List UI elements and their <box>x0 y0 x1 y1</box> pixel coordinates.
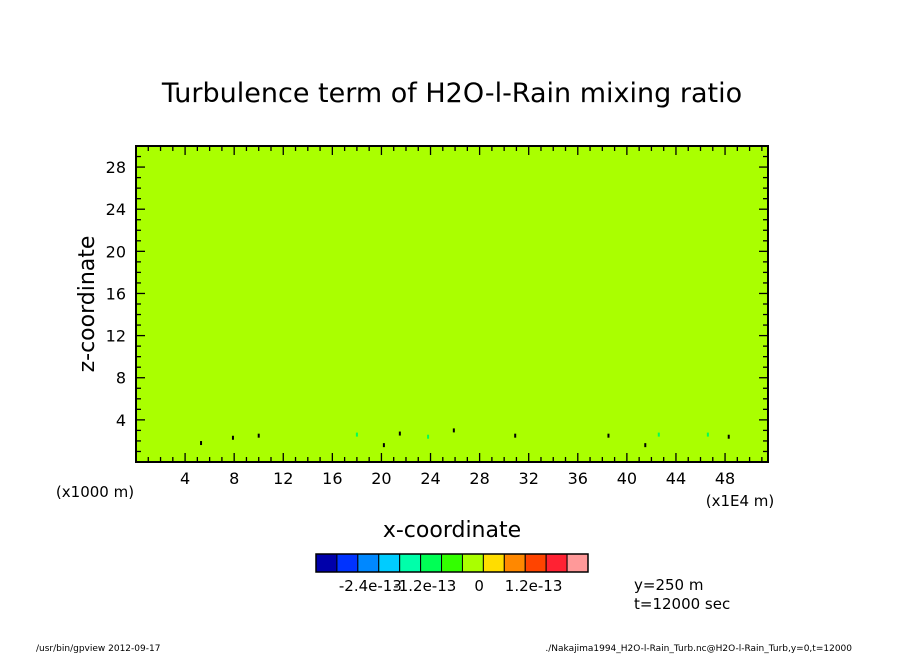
x-tick-label: 28 <box>469 469 489 488</box>
y-tick-label: 12 <box>106 327 126 346</box>
colorbar-frame <box>315 553 589 573</box>
t-value-info: t=12000 sec <box>634 595 730 613</box>
x-tick-label: 32 <box>519 469 539 488</box>
y-tick-labels: 4 8 12 16 20 24 28 <box>106 158 126 430</box>
y-tick-label: 24 <box>106 200 126 219</box>
x-tick-label: 4 <box>180 469 190 488</box>
colorbar-label: 0 <box>474 577 484 595</box>
x-axis-label: x-coordinate <box>383 518 521 543</box>
colorbar-swatch <box>566 553 589 573</box>
colorbar-swatch <box>441 553 463 573</box>
speckle-12 <box>706 432 709 437</box>
y-tick-label: 8 <box>116 369 126 388</box>
y-axis-label: z-coordinate <box>75 236 100 373</box>
colorbar-swatch <box>315 553 338 573</box>
axis-ticks <box>136 146 768 462</box>
speckle-13 <box>727 434 730 439</box>
x-tick-labels: 4 8 12 16 20 24 28 32 36 40 44 48 <box>180 469 735 488</box>
plot-area <box>136 146 768 462</box>
colorbar-swatch <box>357 553 380 573</box>
colorbar-swatch <box>482 553 505 573</box>
y-tick-label: 16 <box>106 284 126 303</box>
x-tick-label: 16 <box>322 469 342 488</box>
colorbar-swatch <box>399 553 422 573</box>
footer-left: /usr/bin/gpview 2012-09-17 <box>36 644 160 654</box>
speckle-4 <box>382 443 385 448</box>
colorbar-label: -1.2e-13 <box>393 577 456 595</box>
colorbar-swatch <box>420 553 443 573</box>
speckle-7 <box>452 428 455 433</box>
x-tick-label: 40 <box>617 469 637 488</box>
speckle-6 <box>427 434 430 439</box>
x-tick-label: 12 <box>273 469 293 488</box>
speckle-9 <box>607 433 610 438</box>
colorbar-swatch <box>336 553 359 573</box>
x-tick-label: 44 <box>666 469 686 488</box>
colorbar-swatch <box>524 553 547 573</box>
colorbar-labels: -2.4e-13-1.2e-13 0 1.2e-13 <box>339 577 562 595</box>
colorbar-label: 1.2e-13 <box>505 577 563 595</box>
y-tick-label: 20 <box>106 242 126 261</box>
colorbar-label: -2.4e-13 <box>339 577 402 595</box>
colorbar-swatch <box>378 553 401 573</box>
y-tick-label: 4 <box>116 411 126 430</box>
x-tick-label: 36 <box>568 469 588 488</box>
chart-title: Turbulence term of H2O-l-Rain mixing rat… <box>161 78 742 109</box>
speckle-5 <box>398 431 401 436</box>
y-value-info: y=250 m <box>634 576 703 594</box>
colorbar-swatch <box>503 553 526 573</box>
colorbar <box>315 553 589 573</box>
y-tick-label: 28 <box>106 158 126 177</box>
x-tick-label: 24 <box>420 469 440 488</box>
y-unit-label: (x1000 m) <box>56 483 134 501</box>
speckle-2 <box>257 433 260 438</box>
x-tick-label: 20 <box>371 469 391 488</box>
speckle-8 <box>514 433 517 438</box>
speckle-3 <box>355 432 358 437</box>
x-tick-label: 48 <box>715 469 735 488</box>
footer-right: ./Nakajima1994_H2O-l-Rain_Turb.nc@H2O-l-… <box>545 644 852 654</box>
speckle-11 <box>657 432 660 437</box>
colorbar-swatch <box>461 553 484 573</box>
speckle-1 <box>231 435 234 440</box>
x-tick-label: 8 <box>229 469 239 488</box>
colorbar-swatch <box>545 553 568 573</box>
speckle-0 <box>200 441 203 446</box>
speckle-10 <box>644 443 647 448</box>
x-unit-label: (x1E4 m) <box>706 492 775 510</box>
field-speckles <box>200 428 730 448</box>
